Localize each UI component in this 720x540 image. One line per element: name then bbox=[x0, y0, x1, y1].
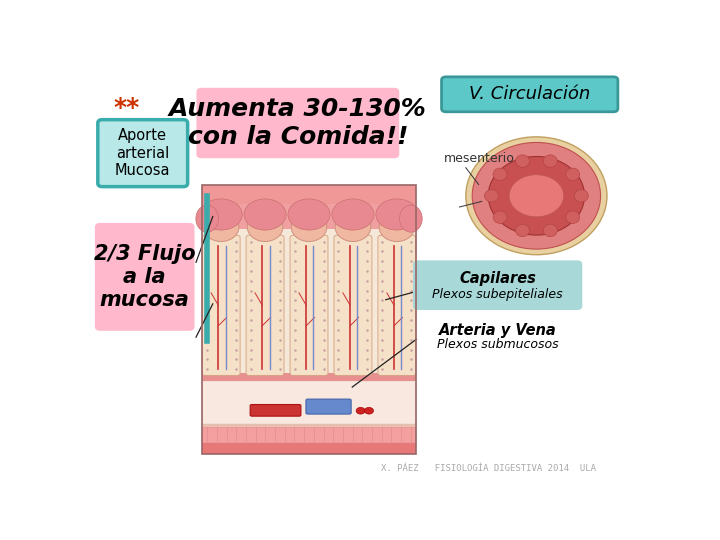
FancyBboxPatch shape bbox=[202, 427, 416, 443]
FancyBboxPatch shape bbox=[246, 235, 284, 375]
FancyBboxPatch shape bbox=[98, 120, 188, 187]
Text: 2/3 Flujo
a la
mucosa: 2/3 Flujo a la mucosa bbox=[94, 244, 196, 310]
Ellipse shape bbox=[247, 212, 283, 241]
FancyBboxPatch shape bbox=[202, 424, 416, 427]
Ellipse shape bbox=[575, 190, 588, 202]
Ellipse shape bbox=[544, 155, 557, 167]
Ellipse shape bbox=[472, 143, 600, 249]
Circle shape bbox=[356, 407, 365, 414]
Ellipse shape bbox=[485, 190, 498, 202]
Text: Arteria y Vena: Arteria y Vena bbox=[438, 323, 557, 339]
Text: **: ** bbox=[114, 97, 140, 120]
Circle shape bbox=[364, 407, 374, 414]
Ellipse shape bbox=[244, 199, 286, 230]
FancyBboxPatch shape bbox=[378, 235, 416, 375]
FancyBboxPatch shape bbox=[202, 235, 240, 375]
Ellipse shape bbox=[379, 212, 415, 241]
Ellipse shape bbox=[493, 211, 507, 224]
Ellipse shape bbox=[335, 212, 371, 241]
Ellipse shape bbox=[288, 199, 330, 230]
Text: mesenterio: mesenterio bbox=[444, 152, 516, 165]
Text: V. Circulación: V. Circulación bbox=[469, 85, 590, 103]
Ellipse shape bbox=[488, 157, 585, 235]
FancyBboxPatch shape bbox=[334, 235, 372, 375]
FancyBboxPatch shape bbox=[202, 200, 416, 229]
Ellipse shape bbox=[544, 224, 557, 237]
Ellipse shape bbox=[466, 137, 607, 255]
FancyBboxPatch shape bbox=[202, 185, 416, 204]
FancyBboxPatch shape bbox=[290, 235, 328, 375]
FancyBboxPatch shape bbox=[413, 261, 582, 309]
FancyBboxPatch shape bbox=[306, 399, 351, 414]
Ellipse shape bbox=[203, 212, 239, 241]
Ellipse shape bbox=[516, 155, 529, 167]
FancyBboxPatch shape bbox=[250, 404, 301, 416]
Ellipse shape bbox=[196, 205, 218, 232]
Ellipse shape bbox=[566, 211, 580, 224]
FancyBboxPatch shape bbox=[202, 443, 416, 454]
Text: X. PÁEZ   FISIOLOGÍA DIGESTIVA 2014  ULA: X. PÁEZ FISIOLOGÍA DIGESTIVA 2014 ULA bbox=[382, 464, 596, 473]
FancyBboxPatch shape bbox=[202, 373, 416, 381]
FancyBboxPatch shape bbox=[441, 77, 618, 112]
FancyBboxPatch shape bbox=[197, 89, 399, 158]
Ellipse shape bbox=[566, 168, 580, 180]
FancyBboxPatch shape bbox=[202, 381, 416, 424]
Text: Plexos submucosos: Plexos submucosos bbox=[437, 338, 559, 351]
Ellipse shape bbox=[200, 199, 242, 230]
Ellipse shape bbox=[493, 168, 507, 180]
Ellipse shape bbox=[516, 224, 529, 237]
Text: Aumenta 30-130%
con la Comida!!: Aumenta 30-130% con la Comida!! bbox=[169, 97, 427, 149]
Ellipse shape bbox=[332, 199, 374, 230]
FancyBboxPatch shape bbox=[202, 228, 416, 373]
Text: Aporte
arterial
Mucosa: Aporte arterial Mucosa bbox=[115, 129, 171, 178]
Ellipse shape bbox=[509, 175, 564, 217]
Text: Capilares: Capilares bbox=[459, 272, 536, 286]
Ellipse shape bbox=[376, 199, 418, 230]
Text: Plexos subepiteliales: Plexos subepiteliales bbox=[432, 288, 563, 301]
Ellipse shape bbox=[291, 212, 327, 241]
FancyBboxPatch shape bbox=[96, 224, 194, 330]
Ellipse shape bbox=[400, 205, 422, 232]
